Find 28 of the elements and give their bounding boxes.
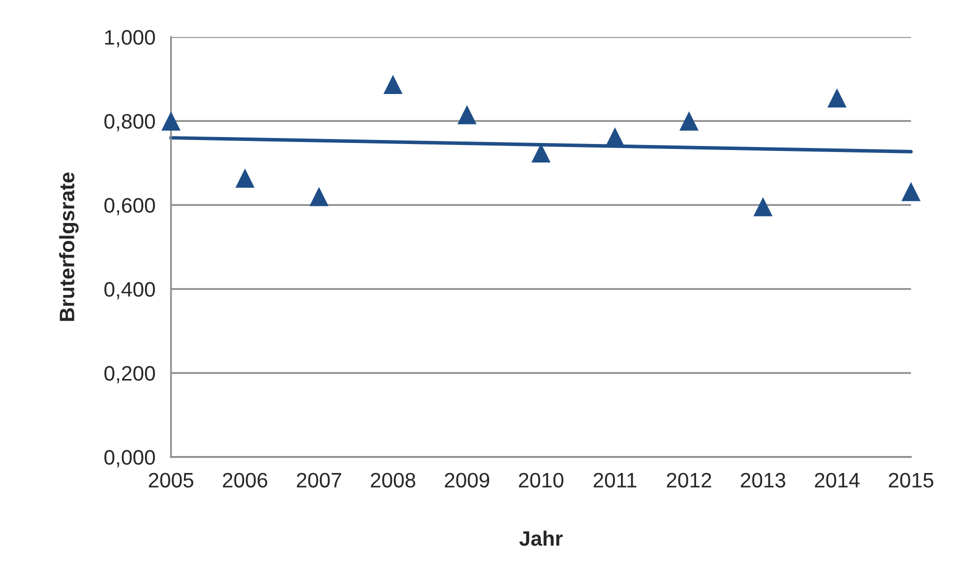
x-tick-label: 2010	[518, 472, 564, 488]
x-tick-label: 2005	[148, 472, 194, 488]
point	[827, 88, 847, 108]
point	[901, 182, 921, 202]
y-tick-label: 0,200	[104, 366, 155, 384]
x-tick-label: 2007	[296, 472, 342, 488]
x-tick-label: 2011	[594, 472, 636, 488]
x-axis-title: Jahr	[519, 530, 563, 546]
y-tick-label: 1,000	[105, 30, 155, 48]
y-tick-label: 0,000	[104, 450, 155, 468]
y-tick-label: 0,800	[104, 114, 155, 132]
point	[383, 74, 403, 94]
point	[679, 111, 699, 131]
y-tick-label: 0,600	[104, 198, 155, 216]
x-tick-label: 2009	[444, 472, 490, 488]
y-tick-label: 0,400	[104, 282, 155, 300]
x-tick-label: 2014	[814, 472, 860, 488]
x-tick-label: 2015	[888, 472, 934, 488]
x-tick-label: 2012	[666, 472, 712, 488]
point	[161, 111, 181, 131]
point	[753, 197, 773, 216]
y-axis-title: Bruterfolgsrate	[59, 172, 79, 321]
x-tick-label: 2008	[370, 472, 416, 488]
point	[457, 105, 477, 124]
point	[309, 187, 329, 206]
x-tick-label: 2013	[740, 472, 786, 488]
x-tick-label: 2006	[222, 472, 268, 488]
point	[235, 168, 255, 188]
